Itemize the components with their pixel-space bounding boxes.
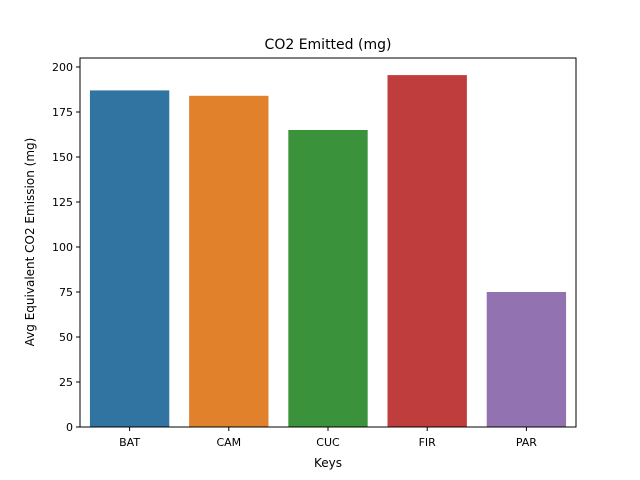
bar-cam bbox=[189, 95, 269, 428]
chart-title: CO2 Emitted (mg) bbox=[265, 37, 392, 53]
y-tick-label: 75 bbox=[59, 286, 73, 299]
y-tick-label: 25 bbox=[59, 376, 73, 389]
bar-par bbox=[486, 292, 567, 427]
y-axis-label: Avg Equivalent CO2 Emission (mg) bbox=[23, 138, 37, 347]
y-tick-label: 150 bbox=[52, 151, 73, 164]
y-tick-label: 50 bbox=[59, 331, 73, 344]
y-tick-label: 125 bbox=[52, 196, 73, 209]
y-tick-label: 0 bbox=[66, 421, 73, 434]
y-tick-label: 175 bbox=[52, 106, 73, 119]
x-axis-label: Keys bbox=[314, 456, 342, 470]
x-tick-label: CAM bbox=[216, 436, 241, 449]
x-axis-ticks: BAT CAM CUC FIR PAR bbox=[119, 427, 537, 449]
bars-group bbox=[89, 75, 567, 428]
bar-cuc bbox=[288, 130, 368, 427]
bar-fir bbox=[387, 75, 467, 427]
plot-area-frame bbox=[79, 57, 577, 428]
bar-bat bbox=[89, 90, 170, 428]
x-tick-label: PAR bbox=[516, 436, 537, 449]
x-tick-label: BAT bbox=[119, 436, 140, 449]
x-tick-label: FIR bbox=[419, 436, 437, 449]
y-axis-ticks: 0 25 50 75 100 125 150 175 200 bbox=[52, 61, 80, 434]
y-tick-label: 200 bbox=[52, 61, 73, 74]
x-tick-label: CUC bbox=[316, 436, 340, 449]
y-tick-label: 100 bbox=[52, 241, 73, 254]
